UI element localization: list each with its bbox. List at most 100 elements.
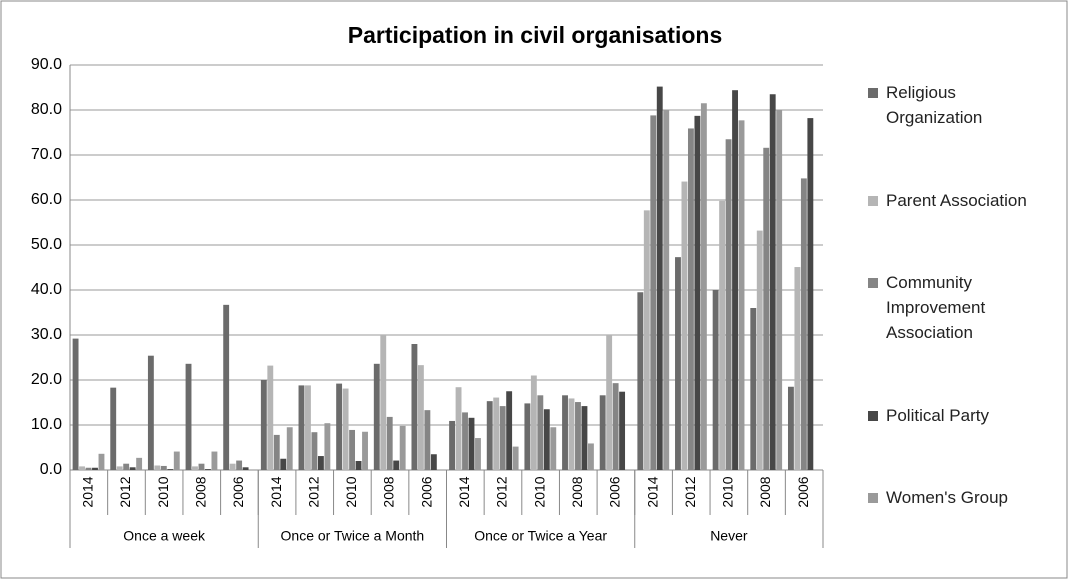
bar	[738, 120, 745, 470]
bar	[650, 115, 657, 471]
legend-label: Political Party	[886, 405, 989, 425]
bar	[373, 363, 380, 470]
legend-label: Parent Association	[886, 190, 1027, 210]
bar	[342, 388, 349, 470]
legend-item: Women's Group	[868, 485, 1058, 510]
bar	[167, 469, 174, 470]
bar	[298, 385, 305, 470]
bar	[123, 463, 130, 470]
y-tick-label: 10.0	[31, 416, 62, 433]
bar	[79, 466, 85, 470]
bar	[763, 147, 770, 471]
x-tick-label: 2008	[757, 476, 773, 507]
x-tick-label: 2010	[155, 476, 171, 507]
bar	[807, 118, 814, 470]
bar	[499, 406, 506, 470]
bar	[587, 443, 594, 470]
x-tick-label: 2008	[192, 476, 208, 507]
legend-label: Women's Group	[886, 488, 1008, 507]
bar	[424, 410, 431, 470]
bar	[311, 432, 318, 470]
bar	[305, 385, 311, 470]
bar	[800, 178, 807, 470]
bar	[681, 181, 688, 471]
bar	[449, 420, 456, 470]
bar	[147, 355, 154, 470]
bar	[468, 417, 475, 470]
bar	[581, 406, 588, 470]
bar	[110, 387, 117, 470]
bar	[524, 403, 531, 470]
bar	[92, 467, 98, 470]
bar	[205, 469, 211, 470]
x-tick-label: 2014	[456, 476, 472, 507]
bar	[324, 423, 331, 470]
bar	[619, 391, 626, 470]
bar	[223, 304, 230, 470]
bar	[562, 395, 568, 470]
x-tick-label: 2012	[494, 476, 510, 507]
bar	[362, 431, 368, 470]
legend-swatch	[868, 195, 878, 206]
bar	[455, 387, 462, 470]
bar	[769, 94, 776, 470]
group-label: Never	[710, 528, 748, 544]
bar	[643, 210, 650, 470]
y-tick-label: 80.0	[31, 101, 62, 118]
bar	[719, 200, 726, 470]
bar	[85, 467, 92, 470]
bar	[712, 290, 719, 470]
bar	[336, 383, 343, 470]
bar	[136, 457, 143, 470]
bar	[512, 446, 519, 470]
y-tick-label: 60.0	[31, 191, 62, 208]
bar	[185, 363, 192, 470]
bar	[530, 375, 537, 470]
chart-title: Participation in civil organisations	[348, 22, 722, 48]
x-tick-label: 2010	[343, 476, 359, 507]
y-tick-label: 20.0	[31, 371, 62, 388]
bar	[725, 139, 732, 470]
bar	[543, 409, 550, 470]
bar	[700, 103, 707, 470]
bar	[537, 395, 544, 470]
legend-swatch	[868, 493, 878, 503]
group-label: Once or Twice a Year	[474, 528, 607, 544]
y-tick-label: 40.0	[31, 281, 62, 298]
legend-swatch	[868, 278, 878, 288]
x-tick-label: 2006	[795, 476, 811, 507]
legend-swatch	[868, 410, 878, 421]
x-tick-label: 2014	[644, 476, 660, 507]
legend: Religious Organization Parent Association…	[868, 80, 1058, 510]
bar	[486, 401, 493, 470]
bar	[154, 465, 161, 470]
y-tick-label: 90.0	[31, 56, 62, 73]
bar	[317, 456, 324, 470]
bar	[286, 427, 293, 470]
bar	[550, 427, 557, 470]
legend-item: Parent Association	[868, 188, 1058, 213]
x-tick-label: 2010	[720, 476, 736, 507]
x-tick-label: 2006	[418, 476, 434, 507]
bar	[198, 463, 205, 470]
bar	[236, 460, 243, 470]
bar	[417, 365, 424, 470]
x-tick-label: 2008	[569, 476, 585, 507]
bar	[750, 308, 757, 470]
bar	[687, 128, 694, 470]
bar	[794, 267, 801, 470]
bar	[675, 257, 681, 470]
bar	[599, 395, 606, 470]
bar	[656, 86, 663, 470]
bar	[568, 398, 575, 470]
bar	[606, 335, 613, 470]
bar	[160, 465, 167, 470]
y-tick-label: 30.0	[31, 326, 62, 343]
bar	[493, 397, 500, 470]
bar	[229, 463, 236, 470]
x-tick-label: 2012	[682, 476, 698, 507]
legend-label: Community Improvement Association	[886, 273, 986, 342]
bar	[756, 230, 763, 470]
